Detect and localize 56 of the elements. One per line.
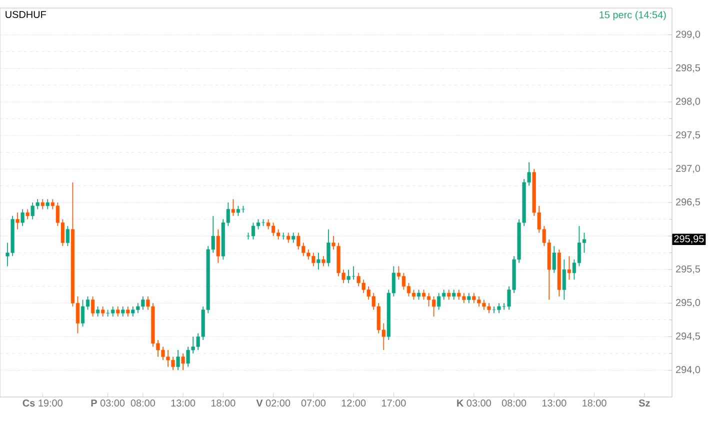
y-tick-label: 295,0 (676, 298, 700, 308)
x-tick-label: 13:00 (171, 400, 196, 407)
x-tick-label: 08:00 (502, 400, 526, 407)
x-tick-label: 12:00 (342, 400, 366, 407)
x-tick-label: 17:00 (382, 400, 406, 407)
candlestick (181, 352, 185, 371)
candlestick (46, 198, 50, 210)
candlestick (452, 289, 456, 300)
y-tick-label: 296,5 (676, 198, 700, 207)
candlestick (282, 232, 286, 240)
annotation: 295,95 (674, 235, 704, 244)
candlestick (562, 259, 566, 300)
candlestick (286, 232, 290, 244)
y-tick-label: 299,0 (676, 30, 700, 39)
x-tick-label: K 03:00 (457, 400, 491, 407)
candlestick (326, 228, 330, 267)
candlestick (292, 232, 296, 244)
candlestick (447, 289, 451, 300)
candlestick (101, 306, 105, 317)
candlestick (96, 306, 100, 317)
x-tick-label: 18:00 (582, 400, 606, 407)
candlestick (216, 228, 220, 264)
candlestick (322, 256, 326, 267)
y-tick-label: 298,0 (676, 98, 700, 106)
x-tick-label: V 02:00 (256, 400, 290, 407)
y-tick-label: 297,5 (676, 131, 700, 140)
candlestick (26, 208, 30, 220)
x-tick-label: 07:00 (301, 400, 326, 407)
candlestick (16, 212, 20, 230)
x-tick-label: Sz (638, 400, 650, 407)
candlestick (567, 256, 572, 280)
candlestick (90, 296, 95, 317)
x-tick-label: P 03:00 (91, 400, 125, 407)
x-tick-label: Cs 19:00 (22, 400, 62, 407)
y-tick-label: 294,5 (676, 332, 700, 341)
candlestick (316, 252, 320, 270)
x-tick-label: 08:00 (130, 400, 156, 407)
candlestick (121, 306, 125, 317)
candlestick (467, 292, 471, 304)
candlestick (126, 306, 130, 317)
y-tick-label: 298,5 (676, 64, 700, 72)
chart-subtitle: 15 perc (14:54) (600, 10, 666, 20)
y-tick-label: 295,5 (676, 265, 700, 274)
candlestick (40, 198, 44, 210)
candlestick (416, 289, 421, 300)
y-tick-label: 297,0 (676, 164, 700, 174)
candlestick (116, 306, 120, 317)
candlestick (231, 198, 235, 216)
x-tick-label: 18:00 (211, 400, 236, 407)
x-tick-label: 13:00 (542, 400, 566, 407)
candlestick (20, 208, 24, 226)
candlestick (176, 350, 180, 371)
chart-title: USDHUF (6, 10, 46, 18)
candlestick (552, 246, 556, 274)
y-tick-label: 294,0 (676, 366, 700, 374)
candlestick (66, 226, 70, 247)
